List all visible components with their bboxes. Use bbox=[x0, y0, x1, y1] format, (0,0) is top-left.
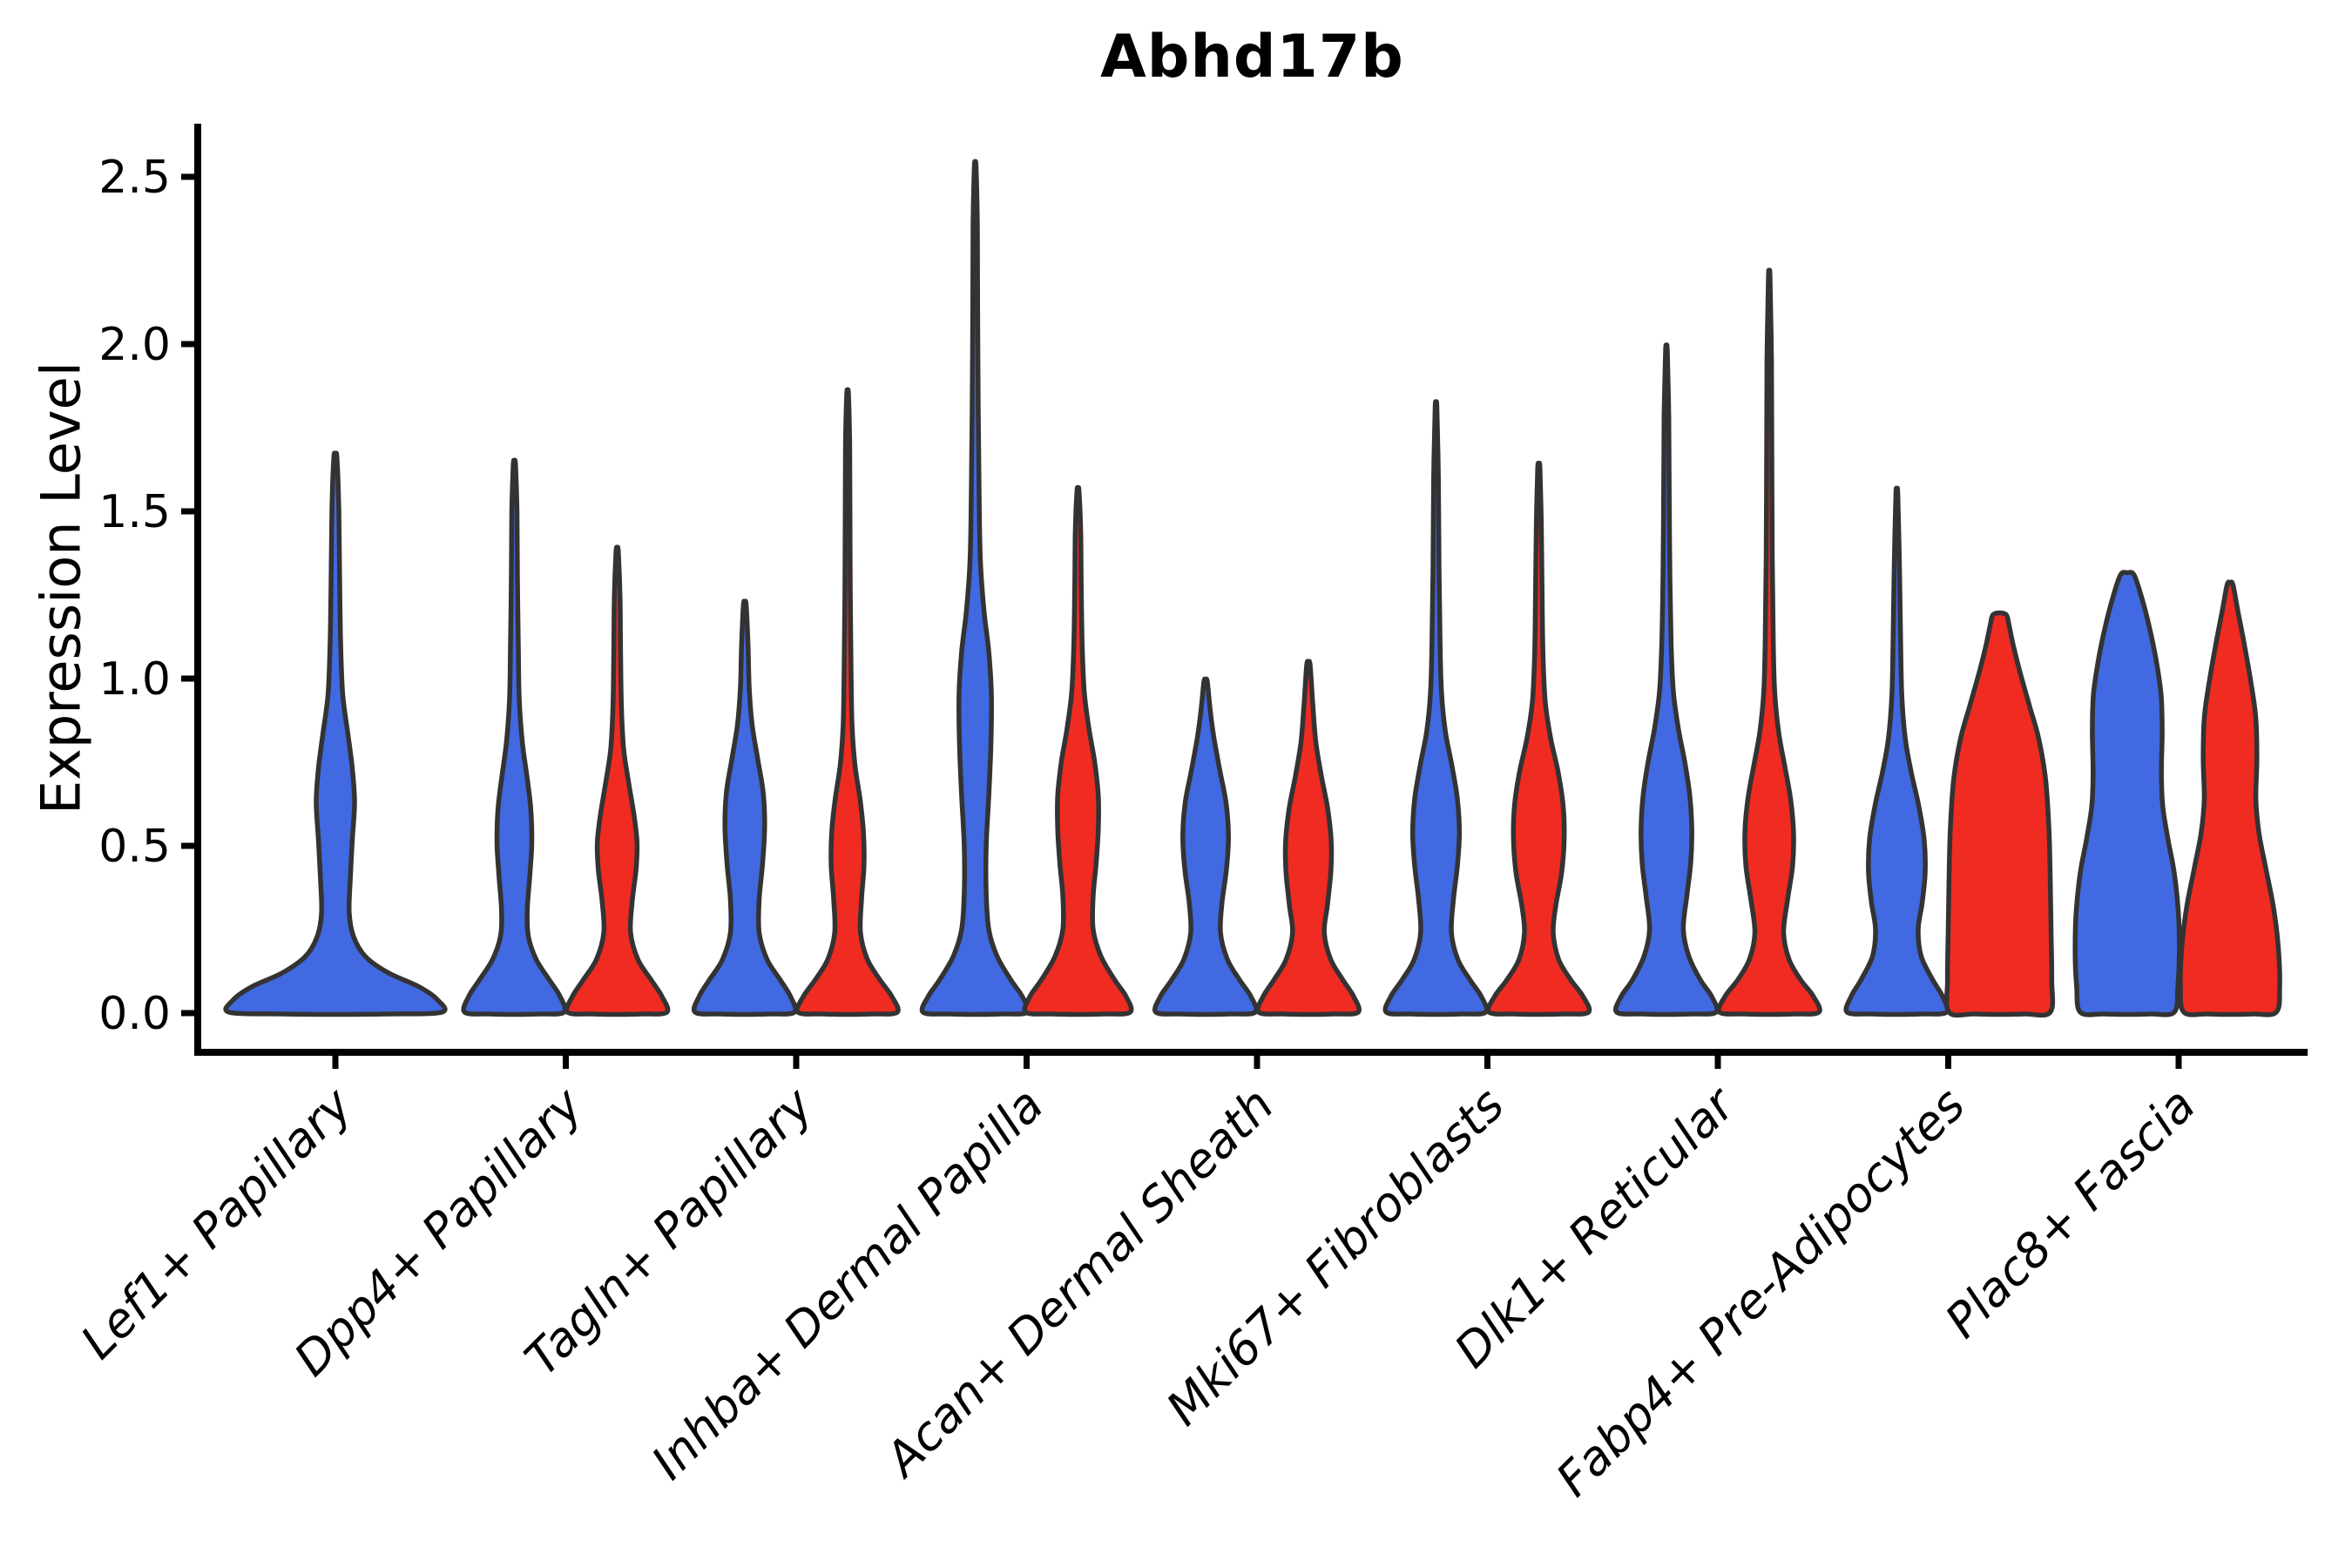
chart-title: Abhd17b bbox=[1100, 23, 1404, 91]
violin-4-b bbox=[1255, 659, 1362, 1017]
y-tick-label: 2.5 bbox=[98, 152, 171, 204]
violin-2-a bbox=[691, 598, 799, 1017]
violin-5-a bbox=[1382, 399, 1490, 1017]
x-tick-label: Fabp4+ Pre-Adipocytes bbox=[1545, 1078, 1975, 1507]
y-tick-label: 1.0 bbox=[98, 653, 171, 706]
y-tick-label: 1.5 bbox=[98, 486, 171, 538]
violin-5-b bbox=[1485, 460, 1592, 1017]
violin-2-b bbox=[794, 387, 901, 1017]
y-tick-label: 0.5 bbox=[98, 821, 171, 873]
violin-3-a bbox=[919, 159, 1031, 1017]
violin-7-a bbox=[1843, 485, 1950, 1017]
violin-6-a bbox=[1613, 342, 1720, 1017]
y-tick-label: 0.0 bbox=[98, 988, 171, 1040]
x-tick-label: Acan+ Dermal Sheath bbox=[873, 1078, 1284, 1489]
y-axis-title: Expression Level bbox=[29, 362, 93, 814]
violin-1-b bbox=[564, 544, 671, 1017]
violin-6-b bbox=[1716, 267, 1822, 1017]
violin-0-a bbox=[223, 450, 448, 1017]
violin-7-b bbox=[1943, 610, 2056, 1018]
x-tick-label: Plac8+ Fascia bbox=[1935, 1078, 2206, 1348]
violin-3-b bbox=[1022, 484, 1134, 1017]
violin-8-b bbox=[2178, 579, 2282, 1017]
x-tick-label: Inhba+ Dermal Papilla bbox=[641, 1078, 1054, 1490]
violin-4-a bbox=[1152, 676, 1259, 1017]
violin-1-a bbox=[461, 457, 568, 1017]
violin-8-a bbox=[2072, 570, 2182, 1017]
y-tick-label: 2.0 bbox=[98, 319, 171, 371]
